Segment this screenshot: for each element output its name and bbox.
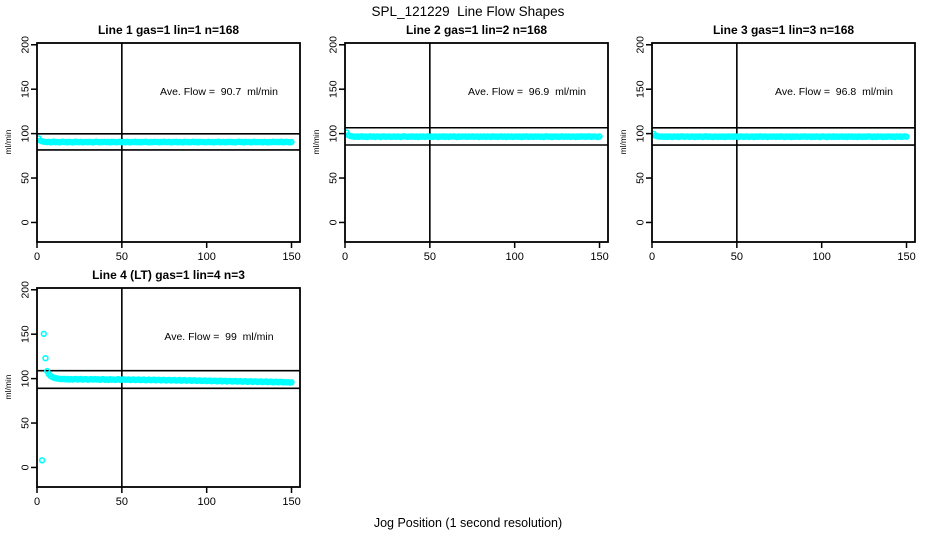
x-tick-label: 100 bbox=[197, 251, 215, 263]
x-tick-label: 0 bbox=[34, 496, 40, 508]
x-tick-label: 100 bbox=[812, 251, 830, 263]
y-tick-label: 100 bbox=[20, 370, 32, 388]
y-tick-label: 100 bbox=[328, 125, 340, 143]
x-axis-label: Jog Position (1 second resolution) bbox=[373, 516, 563, 530]
plot-box bbox=[651, 42, 916, 243]
panel-1-y-axis-label: ml/min bbox=[3, 129, 13, 155]
y-tick-label: 0 bbox=[635, 219, 647, 225]
y-tick-label: 100 bbox=[20, 125, 32, 143]
y-tick-label: 100 bbox=[635, 125, 647, 143]
data-point bbox=[288, 138, 295, 146]
panel-1-ave-flow-annotation: Ave. Flow = 90.7 ml/min bbox=[160, 86, 278, 98]
panel-3-ave-flow-annotation: Ave. Flow = 96.8 ml/min bbox=[775, 86, 893, 98]
y-tick-label: 50 bbox=[20, 417, 32, 429]
data-point bbox=[288, 379, 295, 386]
panel-3: 0 50 100 150 200 0 50 100 150 bbox=[635, 36, 916, 263]
panel-1-title: Line 1 gas=1 lin=1 n=168 bbox=[97, 23, 240, 37]
y-tick-label: 150 bbox=[635, 80, 647, 98]
data-point bbox=[38, 457, 46, 464]
data-point bbox=[596, 133, 603, 140]
panel-3-y-axis-label: ml/min bbox=[618, 129, 628, 155]
panel-3-title: Line 3 gas=1 lin=3 n=168 bbox=[712, 23, 855, 37]
y-tick-label: 200 bbox=[20, 281, 32, 299]
x-tick-label: 150 bbox=[590, 251, 608, 263]
y-tick-label: 0 bbox=[20, 464, 32, 470]
data-points bbox=[38, 330, 295, 464]
panel-4-y-axis-label: ml/min bbox=[3, 374, 13, 400]
x-tick-label: 0 bbox=[649, 251, 655, 263]
y-tick-label: 150 bbox=[20, 80, 32, 98]
panel-4-title: Line 4 (LT) gas=1 lin=4 n=3 bbox=[92, 268, 245, 282]
data-points bbox=[37, 135, 295, 146]
x-tick-label: 150 bbox=[282, 251, 300, 263]
panel-4: 0 50 100 150 200 0 50 100 150 bbox=[20, 281, 301, 508]
x-tick-label: 50 bbox=[116, 496, 128, 508]
y-tick-label: 0 bbox=[328, 219, 340, 225]
y-tick-label: 0 bbox=[20, 219, 32, 225]
data-point bbox=[40, 330, 47, 337]
panel-2-ave-flow-annotation: Ave. Flow = 96.9 ml/min bbox=[468, 86, 586, 98]
x-tick-label: 100 bbox=[505, 251, 523, 263]
panel-2-y-axis-label: ml/min bbox=[311, 129, 321, 155]
y-tick-label: 50 bbox=[635, 172, 647, 184]
y-tick-label: 150 bbox=[20, 325, 32, 343]
y-tick-label: 50 bbox=[20, 172, 32, 184]
panel-2-title: Line 2 gas=1 lin=2 n=168 bbox=[405, 23, 548, 37]
y-tick-label: 200 bbox=[20, 36, 32, 54]
plot-box bbox=[344, 42, 609, 243]
y-tick-label: 150 bbox=[328, 80, 340, 98]
x-tick-label: 100 bbox=[197, 496, 215, 508]
data-point bbox=[903, 133, 910, 140]
x-tick-label: 150 bbox=[282, 496, 300, 508]
x-tick-label: 150 bbox=[897, 251, 915, 263]
data-points bbox=[652, 130, 910, 141]
data-point bbox=[42, 355, 49, 362]
x-tick-label: 50 bbox=[116, 251, 128, 263]
panel-1: 0 50 100 150 200 0 50 100 150 bbox=[20, 36, 301, 263]
y-tick-label: 200 bbox=[635, 36, 647, 54]
y-tick-label: 200 bbox=[328, 36, 340, 54]
plot-box bbox=[36, 42, 301, 243]
panel-2: 0 50 100 150 200 0 50 100 150 bbox=[328, 36, 609, 263]
x-tick-label: 0 bbox=[342, 251, 348, 263]
x-tick-label: 50 bbox=[424, 251, 436, 263]
plot-box bbox=[36, 287, 301, 488]
x-tick-label: 50 bbox=[731, 251, 743, 263]
x-tick-label: 0 bbox=[34, 251, 40, 263]
y-tick-label: 50 bbox=[328, 172, 340, 184]
panel-4-ave-flow-annotation: Ave. Flow = 99 ml/min bbox=[164, 331, 274, 343]
data-points bbox=[345, 129, 603, 141]
page-title: SPL_121229 Line Flow Shapes bbox=[371, 4, 565, 19]
